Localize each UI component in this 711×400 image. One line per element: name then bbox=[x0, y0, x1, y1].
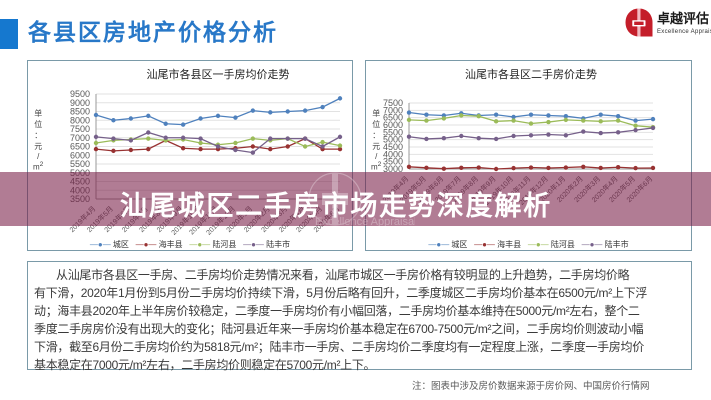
svg-text:汕尾市各县区二手房价走势: 汕尾市各县区二手房价走势 bbox=[465, 67, 597, 81]
svg-text:Excellence Appraisal: Excellence Appraisal bbox=[657, 29, 711, 35]
svg-text:7500: 7500 bbox=[70, 124, 90, 134]
svg-text:5500: 5500 bbox=[70, 159, 90, 169]
svg-text:6000: 6000 bbox=[70, 150, 90, 160]
svg-text:7500: 7500 bbox=[383, 98, 403, 108]
svg-text:8000: 8000 bbox=[70, 115, 90, 125]
svg-text:9500: 9500 bbox=[70, 89, 90, 99]
svg-text:卓越评估: 卓越评估 bbox=[657, 11, 709, 26]
svg-text:7000: 7000 bbox=[70, 133, 90, 143]
svg-text:9000: 9000 bbox=[70, 98, 90, 108]
svg-text:8500: 8500 bbox=[70, 107, 90, 117]
svg-text:汕尾市各县区一手房均价走势: 汕尾市各县区一手房均价走势 bbox=[147, 67, 290, 81]
svg-text:6500: 6500 bbox=[70, 142, 90, 152]
